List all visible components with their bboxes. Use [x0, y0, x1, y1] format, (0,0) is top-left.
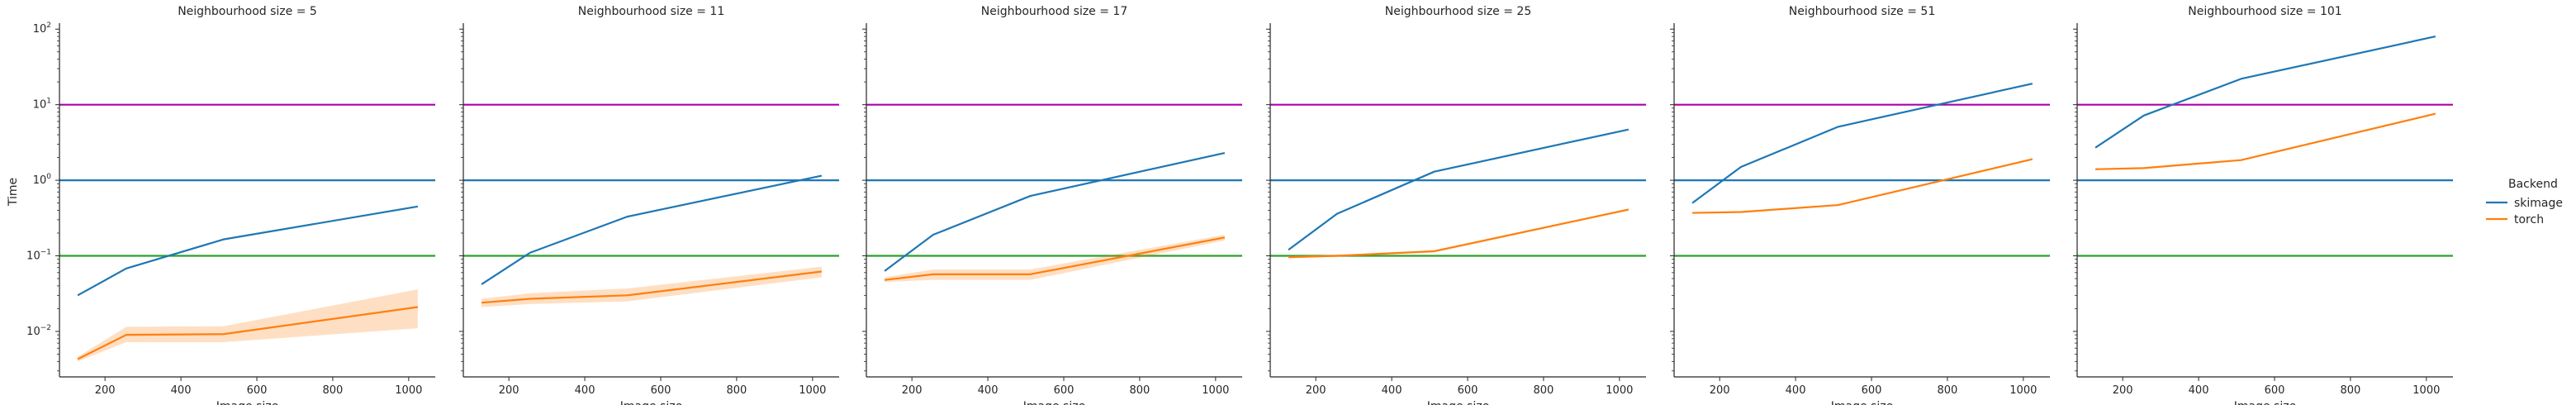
series-line-torch	[481, 270, 822, 304]
series-line-skimage	[481, 174, 823, 285]
series-line-torch	[1692, 158, 2033, 214]
series-line-torch	[77, 306, 419, 360]
x-tick-label: 200	[1710, 384, 1730, 397]
x-axis-title: Image size	[1427, 400, 1489, 405]
series-line-torch	[2095, 112, 2436, 170]
x-tick-label: 600	[1458, 384, 1478, 397]
series-line-torch	[884, 236, 1226, 281]
legend: Backend skimage torch	[2486, 178, 2563, 226]
y-tick-label: 102	[33, 21, 51, 36]
panel-1: Neighbourhood size = 5 200 400 600 800 1000 Im…	[26, 5, 435, 405]
confidence-band-torch	[885, 235, 1225, 283]
series-line-skimage	[884, 151, 1226, 272]
x-axis-title: Image size	[1831, 400, 1893, 405]
y-tick-label: 10−2	[26, 324, 51, 338]
x-tick-label: 800	[1937, 384, 1957, 397]
legend-label-torch: torch	[2514, 213, 2544, 226]
x-tick-label: 1000	[1606, 384, 1633, 397]
x-axis-title: Image size	[1023, 400, 1085, 405]
series-line-torch	[1288, 208, 1630, 259]
confidence-band-torch	[78, 289, 418, 362]
y-tick-label: 101	[33, 98, 51, 112]
y-tick-label: 100	[33, 173, 52, 187]
x-tick-label: 600	[1862, 384, 1882, 397]
x-tick-label: 600	[1054, 384, 1075, 397]
x-tick-label: 1000	[799, 384, 826, 397]
panel-5: Neighbourhood size = 51 200 400 600 800 1000 I…	[1670, 5, 2050, 405]
panel-title: Neighbourhood size = 17	[981, 5, 1128, 18]
x-tick-label: 400	[575, 384, 595, 397]
panel-3: Neighbourhood size = 17 200 400 600 800 1000 I…	[862, 5, 1242, 405]
x-tick-label: 200	[499, 384, 519, 397]
panel-title: Neighbourhood size = 101	[2188, 5, 2341, 18]
panel-2: Neighbourhood size = 11 200 400 600 800 1000 I…	[459, 5, 839, 405]
x-axis-title: Image size	[2234, 400, 2296, 405]
x-axis-title: Image size	[216, 400, 278, 405]
x-tick-label: 800	[1129, 384, 1150, 397]
x-tick-label: 1000	[2009, 384, 2037, 397]
panel-title: Neighbourhood size = 5	[178, 5, 317, 18]
x-tick-label: 200	[2113, 384, 2133, 397]
x-tick-label: 400	[2189, 384, 2209, 397]
x-tick-label: 1000	[1202, 384, 1229, 397]
x-axis-title: Image size	[620, 400, 682, 405]
x-tick-label: 1000	[2412, 384, 2440, 397]
panel-6: Neighbourhood size = 101 200 400 600 800 1000…	[2073, 5, 2453, 405]
panel-title: Neighbourhood size = 51	[1789, 5, 1936, 18]
x-tick-label: 600	[2265, 384, 2285, 397]
x-tick-label: 200	[1306, 384, 1326, 397]
x-tick-label: 400	[1382, 384, 1402, 397]
x-tick-label: 400	[171, 384, 192, 397]
series-line-skimage	[1288, 128, 1630, 251]
confidence-band-torch	[2095, 112, 2436, 170]
x-tick-label: 1000	[395, 384, 422, 397]
x-tick-label: 200	[95, 384, 116, 397]
chart-panels: Neighbourhood size = 5 200 400 600 800 1000 Im…	[26, 5, 2453, 405]
panel-4: Neighbourhood size = 25 200 400 600 800 1000 I…	[1266, 5, 1646, 405]
y-tick-label: 10−1	[26, 249, 51, 263]
x-tick-label: 800	[2340, 384, 2360, 397]
panel-title: Neighbourhood size = 25	[1385, 5, 1532, 18]
x-tick-label: 600	[247, 384, 268, 397]
y-axis-title: Time	[7, 178, 20, 207]
confidence-band-torch	[482, 266, 822, 307]
legend-title: Backend	[2508, 178, 2558, 191]
series-line-skimage	[77, 205, 419, 297]
x-tick-label: 800	[726, 384, 747, 397]
x-tick-label: 600	[651, 384, 671, 397]
series-line-skimage	[1691, 83, 2033, 204]
x-tick-label: 400	[1786, 384, 1806, 397]
legend-label-skimage: skimage	[2514, 197, 2563, 210]
confidence-band-torch	[1288, 208, 1629, 259]
series-line-skimage	[2094, 36, 2436, 149]
x-tick-label: 200	[902, 384, 923, 397]
x-tick-label: 400	[978, 384, 999, 397]
x-tick-label: 800	[322, 384, 343, 397]
panel-title: Neighbourhood size = 11	[578, 5, 725, 18]
x-tick-label: 800	[1533, 384, 1554, 397]
